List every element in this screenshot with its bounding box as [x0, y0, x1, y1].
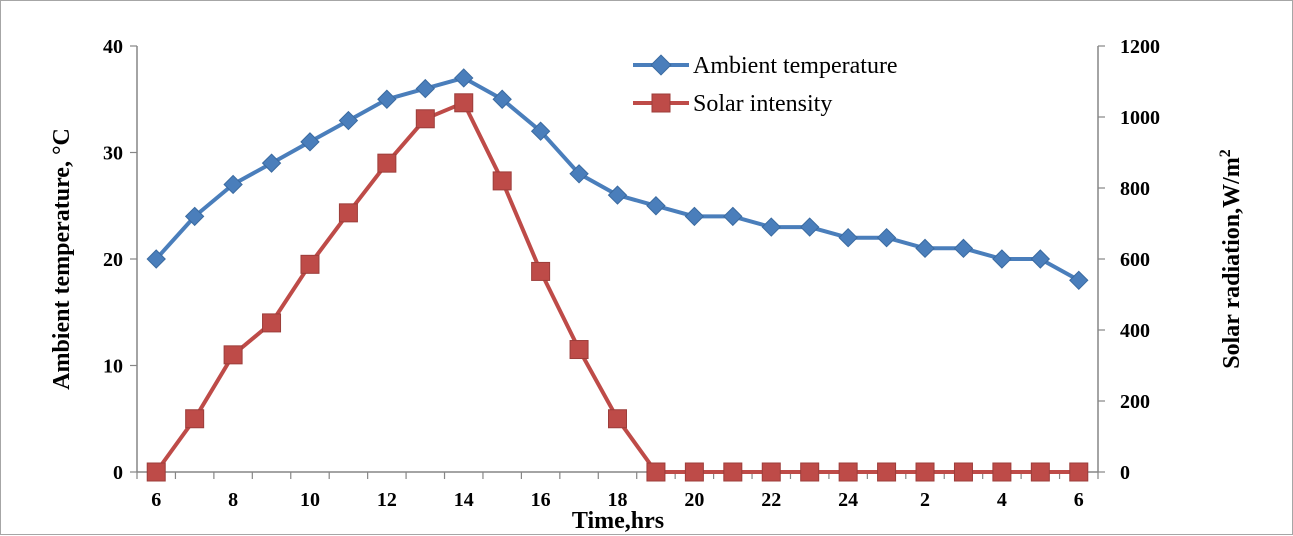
data-point-solar-intensity: [338, 203, 358, 223]
data-point-ambient-temperature: [1030, 249, 1051, 269]
x-tick-label: 14: [454, 489, 474, 511]
data-point-solar-intensity: [454, 93, 474, 113]
legend-marker-solar-intensity: [651, 93, 671, 113]
legend-label-solar-intensity: Solar intensity: [693, 91, 832, 117]
data-point-ambient-temperature: [838, 227, 858, 248]
y-axis-right-title: Solar radiation,W/m2: [1217, 149, 1245, 369]
data-point-ambient-temperature: [799, 217, 820, 237]
x-tick-label: 18: [608, 489, 628, 511]
data-point-solar-intensity: [185, 409, 205, 429]
data-point-solar-intensity: [569, 340, 589, 360]
data-point-ambient-temperature: [338, 110, 359, 131]
data-point-ambient-temperature: [261, 153, 282, 173]
data-point-ambient-temperature: [876, 227, 897, 248]
x-tick-label: 20: [684, 489, 704, 511]
x-tick-label: 6: [151, 489, 161, 511]
y-left-tick-label: 10: [103, 356, 123, 378]
series-layer: [146, 68, 1089, 482]
data-point-ambient-temperature: [646, 196, 666, 216]
data-point-ambient-temperature: [415, 78, 436, 99]
data-point-solar-intensity: [646, 462, 666, 482]
y-right-tick-label: 1000: [1120, 107, 1160, 129]
y-axis-right-title-superscript: 2: [1217, 149, 1234, 157]
data-point-solar-intensity: [953, 462, 973, 482]
y-axis-left-title: Ambient temperature, °C: [49, 128, 75, 390]
x-tick-label: 22: [761, 489, 781, 511]
legend-item-ambient-temperature: Ambient temperature: [633, 53, 898, 79]
x-tick-label: 16: [531, 489, 551, 511]
x-axis-title: Time,hrs: [572, 508, 664, 534]
data-point-ambient-temperature: [530, 121, 551, 141]
data-point-ambient-temperature: [915, 238, 935, 259]
data-point-solar-intensity: [992, 462, 1012, 482]
y-right-tick-label: 400: [1120, 320, 1150, 342]
data-point-solar-intensity: [146, 462, 166, 482]
series-line-ambient-temperature: [154, 75, 1080, 283]
y-left-tick-label: 20: [103, 249, 123, 271]
y-left-tick-label: 30: [103, 143, 123, 165]
data-point-ambient-temperature: [723, 206, 743, 227]
data-point-solar-intensity: [377, 153, 397, 173]
y-right-tick-label: 600: [1120, 249, 1150, 271]
legend-label-ambient-temperature: Ambient temperature: [693, 53, 898, 79]
x-tick-label: 24: [838, 489, 858, 511]
x-tick-label: 8: [228, 489, 238, 511]
tick-labels: 6 8 10 12 14 16 18 20 22 24 2 4 60102030400200400600…: [103, 36, 1160, 511]
data-point-solar-intensity: [223, 345, 243, 365]
data-point-solar-intensity: [1030, 462, 1050, 482]
data-point-solar-intensity: [262, 313, 282, 333]
legend: Ambient temperature Solar intensity: [633, 53, 898, 117]
data-point-ambient-temperature: [377, 89, 397, 109]
y-left-tick-label: 0: [113, 462, 123, 484]
data-point-ambient-temperature: [184, 206, 205, 227]
y-right-tick-label: 0: [1120, 462, 1130, 484]
legend-marker-ambient-temperature: [650, 54, 672, 76]
data-point-solar-intensity: [608, 409, 627, 429]
data-point-ambient-temperature: [992, 249, 1012, 269]
x-tick-label: 4: [997, 489, 1007, 511]
data-point-solar-intensity: [1069, 462, 1089, 482]
x-tick-label: 12: [377, 489, 397, 511]
data-point-ambient-temperature: [1069, 270, 1089, 291]
legend-item-solar-intensity: Solar intensity: [633, 91, 832, 117]
data-point-ambient-temperature: [146, 249, 166, 269]
data-point-solar-intensity: [300, 254, 320, 274]
x-tick-label: 2: [920, 489, 930, 511]
data-point-solar-intensity: [800, 462, 820, 482]
data-point-ambient-temperature: [953, 238, 974, 259]
data-point-solar-intensity: [915, 462, 935, 482]
data-point-ambient-temperature: [684, 206, 705, 227]
x-tick-label: 10: [300, 489, 320, 511]
data-point-solar-intensity: [492, 171, 512, 191]
data-point-ambient-temperature: [454, 68, 474, 88]
data-point-solar-intensity: [415, 109, 435, 129]
data-point-solar-intensity: [877, 462, 897, 482]
y-right-tick-label: 1200: [1120, 36, 1160, 58]
data-point-ambient-temperature: [607, 185, 628, 205]
y-right-tick-label: 200: [1120, 391, 1150, 413]
data-point-solar-intensity: [531, 261, 551, 281]
y-axis-right-title-main: Solar radiation,W/m: [1219, 157, 1245, 369]
data-point-ambient-temperature: [761, 217, 781, 237]
y-right-tick-label: 800: [1120, 178, 1150, 200]
data-point-solar-intensity: [684, 462, 704, 482]
data-point-solar-intensity: [761, 462, 781, 482]
data-point-ambient-temperature: [300, 132, 320, 152]
data-point-ambient-temperature: [569, 164, 589, 184]
x-tick-label: 6: [1074, 489, 1084, 511]
data-point-solar-intensity: [723, 462, 743, 482]
data-point-ambient-temperature: [223, 174, 243, 195]
data-point-ambient-temperature: [492, 89, 512, 109]
data-point-solar-intensity: [838, 462, 858, 482]
y-left-tick-label: 40: [103, 36, 123, 58]
